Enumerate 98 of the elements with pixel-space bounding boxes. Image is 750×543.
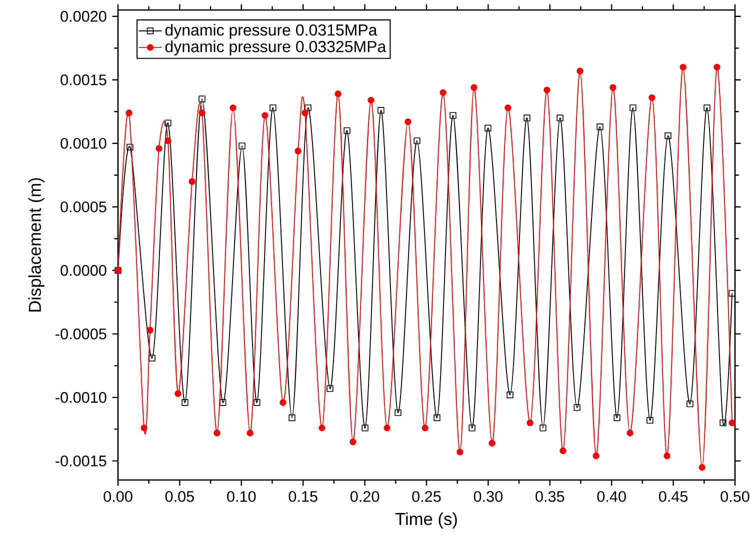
- point: [198, 110, 206, 116]
- y-tick-label: 0.0020: [60, 10, 106, 22]
- point: [368, 96, 374, 104]
- point: [626, 430, 634, 436]
- point: [614, 414, 620, 422]
- x-tick-label: 0.00: [104, 491, 132, 502]
- point: [230, 104, 236, 112]
- point: [146, 326, 154, 334]
- y-tick-label: 0.0010: [60, 138, 106, 149]
- x-tick-label: 0.20: [350, 491, 380, 502]
- point: [728, 420, 736, 426]
- point: [728, 290, 736, 297]
- point: [468, 424, 476, 432]
- point: [394, 409, 402, 416]
- point: [526, 420, 534, 426]
- point: [574, 404, 580, 411]
- y-tick-label: -0.0010: [56, 392, 106, 403]
- point: [440, 89, 446, 96]
- point: [238, 142, 246, 150]
- legend-label: dynamic pressure 0.0315MPa: [165, 24, 378, 39]
- point: [362, 424, 368, 432]
- point: [304, 104, 312, 112]
- point: [182, 399, 188, 406]
- point: [414, 138, 420, 144]
- point: [648, 94, 656, 101]
- point: [698, 464, 706, 471]
- point: [350, 438, 356, 446]
- point: [544, 86, 550, 94]
- point: [254, 399, 260, 406]
- point: [220, 399, 226, 406]
- y-tick-label: 0.0005: [60, 201, 106, 212]
- point: [680, 64, 686, 70]
- point: [714, 64, 720, 70]
- point: [704, 104, 710, 112]
- y-tick-label: -0.0015: [56, 456, 106, 466]
- point: [524, 114, 530, 122]
- point: [188, 178, 196, 185]
- x-tick-label: 0.35: [536, 491, 564, 502]
- point: [504, 104, 512, 112]
- point: [434, 414, 440, 422]
- y-tick-label: 0.0015: [60, 74, 106, 86]
- point: [540, 424, 546, 432]
- point: [326, 385, 334, 392]
- legend-label: dynamic pressure 0.03325MPa: [165, 40, 386, 56]
- point: [148, 354, 156, 362]
- point: [556, 114, 564, 122]
- point: [164, 120, 172, 126]
- y-tick-label: 0.0000: [60, 264, 106, 276]
- point: [646, 416, 654, 424]
- point: [596, 124, 604, 130]
- point: [164, 138, 172, 144]
- point: [126, 144, 134, 151]
- x-tick-label: 0.25: [412, 491, 441, 502]
- y-tick-label: -0.0005: [56, 328, 106, 340]
- point: [470, 84, 478, 91]
- point: [214, 430, 220, 436]
- point: [126, 110, 132, 116]
- x-tick-label: 0.10: [227, 491, 256, 502]
- point: [630, 104, 636, 112]
- x-axis-title: Time (s): [395, 512, 457, 529]
- point: [294, 148, 302, 154]
- point: [720, 420, 726, 426]
- point: [484, 124, 492, 132]
- x-tick-label: 0.50: [720, 491, 750, 502]
- point: [560, 447, 566, 454]
- point: [450, 112, 456, 119]
- point: [456, 448, 464, 456]
- point: [592, 452, 600, 460]
- point: [610, 84, 616, 91]
- point: [288, 414, 296, 422]
- x-tick-label: 0.15: [288, 491, 318, 502]
- point: [318, 424, 326, 432]
- x-tick-label: 0.30: [474, 491, 503, 502]
- point: [488, 440, 496, 446]
- point: [270, 104, 276, 112]
- point: [302, 110, 308, 116]
- point: [246, 430, 254, 436]
- point: [576, 68, 584, 74]
- point: [198, 96, 206, 102]
- point: [664, 452, 670, 460]
- point: [156, 145, 162, 152]
- point: [506, 392, 514, 398]
- point: [686, 400, 694, 408]
- point: [664, 132, 672, 140]
- point: [404, 118, 412, 126]
- point: [174, 390, 182, 397]
- x-tick-label: 0.05: [165, 491, 194, 502]
- point: [262, 112, 268, 119]
- point: [140, 424, 148, 432]
- y-axis-title: Displacement (m): [28, 178, 44, 312]
- point: [280, 399, 286, 406]
- point: [334, 90, 342, 98]
- point: [378, 107, 384, 114]
- point: [422, 424, 428, 432]
- point: [384, 424, 390, 432]
- x-tick-label: 0.45: [658, 491, 688, 502]
- x-tick-label: 0.40: [597, 491, 626, 502]
- point: [344, 127, 350, 134]
